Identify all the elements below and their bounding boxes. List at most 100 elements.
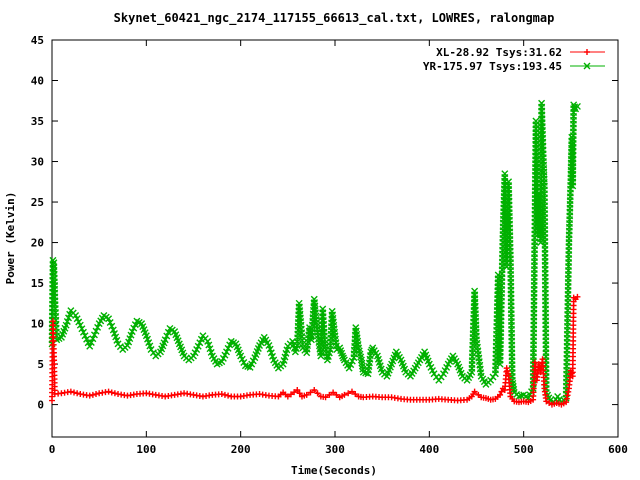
series-1 — [48, 99, 581, 406]
data-point — [226, 341, 234, 349]
data-point — [347, 361, 355, 369]
data-point — [471, 388, 478, 395]
y-tick-label: 15 — [31, 277, 44, 290]
x-tick-label: 400 — [419, 443, 439, 456]
x-tick-label: 200 — [231, 443, 251, 456]
data-point — [87, 338, 95, 346]
data-point — [89, 391, 96, 398]
data-point — [574, 293, 581, 300]
data-point — [131, 321, 139, 329]
data-point — [498, 388, 505, 395]
data-point — [307, 389, 314, 396]
series-layer — [48, 99, 581, 408]
data-point — [94, 323, 102, 331]
y-axis-label: Power (Kelvin) — [4, 192, 17, 285]
data-point — [105, 388, 112, 395]
data-point — [341, 391, 348, 398]
data-point — [296, 390, 303, 397]
data-point — [83, 335, 91, 343]
data-point — [291, 389, 298, 396]
data-point — [348, 388, 355, 395]
data-point — [221, 391, 228, 398]
data-point — [78, 325, 86, 333]
data-point — [303, 391, 310, 398]
data-point — [322, 394, 329, 401]
data-point — [348, 357, 356, 365]
data-point — [89, 335, 97, 343]
chart-title: Skynet_60421_ngc_2174_117155_66613_cal.t… — [114, 11, 555, 26]
data-point — [284, 393, 291, 400]
data-point — [573, 102, 581, 110]
data-point — [86, 392, 93, 399]
data-point — [352, 391, 359, 398]
legend-label: YR-175.97 Tsys:193.45 — [423, 60, 562, 73]
data-point — [161, 336, 169, 344]
data-point — [565, 388, 572, 395]
data-point — [583, 62, 591, 70]
data-point — [106, 318, 114, 326]
data-point — [584, 49, 590, 55]
data-point — [563, 395, 570, 402]
data-point — [130, 324, 138, 332]
data-point — [345, 390, 352, 397]
data-point — [225, 392, 232, 399]
x-axis-label: Time(Seconds) — [291, 464, 377, 477]
x-tick-label: 0 — [49, 443, 56, 456]
y-tick-label: 5 — [37, 358, 44, 371]
data-point — [108, 322, 116, 330]
data-point — [287, 391, 294, 398]
data-point — [218, 391, 225, 398]
x-tick-label: 100 — [136, 443, 156, 456]
data-point — [326, 391, 333, 398]
y-tick-label: 35 — [31, 115, 44, 128]
y-tick-label: 45 — [31, 34, 44, 47]
axis-ticks: 0 100 200 300 400 500 600 0 5 10 15 20 25 30 35 40 45 — [31, 34, 628, 456]
data-point — [108, 389, 115, 396]
data-point — [497, 391, 504, 398]
y-tick-label: 10 — [31, 318, 44, 331]
data-point — [67, 388, 74, 395]
data-point — [163, 332, 171, 340]
data-point — [128, 328, 136, 336]
data-point — [164, 328, 172, 336]
data-point — [314, 390, 321, 397]
x-tick-label: 300 — [325, 443, 345, 456]
y-tick-label: 25 — [31, 196, 44, 209]
data-point — [105, 315, 113, 323]
data-point — [345, 364, 353, 372]
data-point — [76, 321, 84, 329]
data-point — [81, 332, 89, 340]
y-tick-label: 30 — [31, 156, 44, 169]
data-point — [111, 390, 118, 397]
data-point — [339, 354, 347, 362]
data-point — [196, 339, 204, 347]
data-point — [333, 391, 340, 398]
legend-label: XL-28.92 Tsys:31.62 — [436, 46, 562, 59]
data-point — [93, 391, 100, 398]
data-point — [339, 352, 347, 360]
data-point — [570, 101, 578, 109]
data-point — [79, 328, 87, 336]
data-point — [90, 331, 98, 339]
data-point — [330, 389, 337, 396]
data-point — [71, 389, 78, 396]
data-point — [223, 348, 231, 356]
y-tick-label: 20 — [31, 237, 44, 250]
data-point — [86, 342, 94, 350]
data-point — [563, 399, 570, 406]
data-point — [224, 344, 232, 352]
data-point — [194, 342, 202, 350]
series-0 — [49, 293, 581, 408]
y-tick-label: 40 — [31, 75, 44, 88]
data-point — [74, 390, 81, 397]
data-point — [568, 370, 575, 377]
data-point — [92, 327, 100, 335]
data-point — [564, 392, 571, 399]
y-tick-label: 0 — [37, 399, 44, 412]
data-point — [311, 387, 318, 394]
data-point — [294, 387, 301, 394]
x-tick-label: 500 — [514, 443, 534, 456]
x-tick-label: 600 — [608, 443, 628, 456]
